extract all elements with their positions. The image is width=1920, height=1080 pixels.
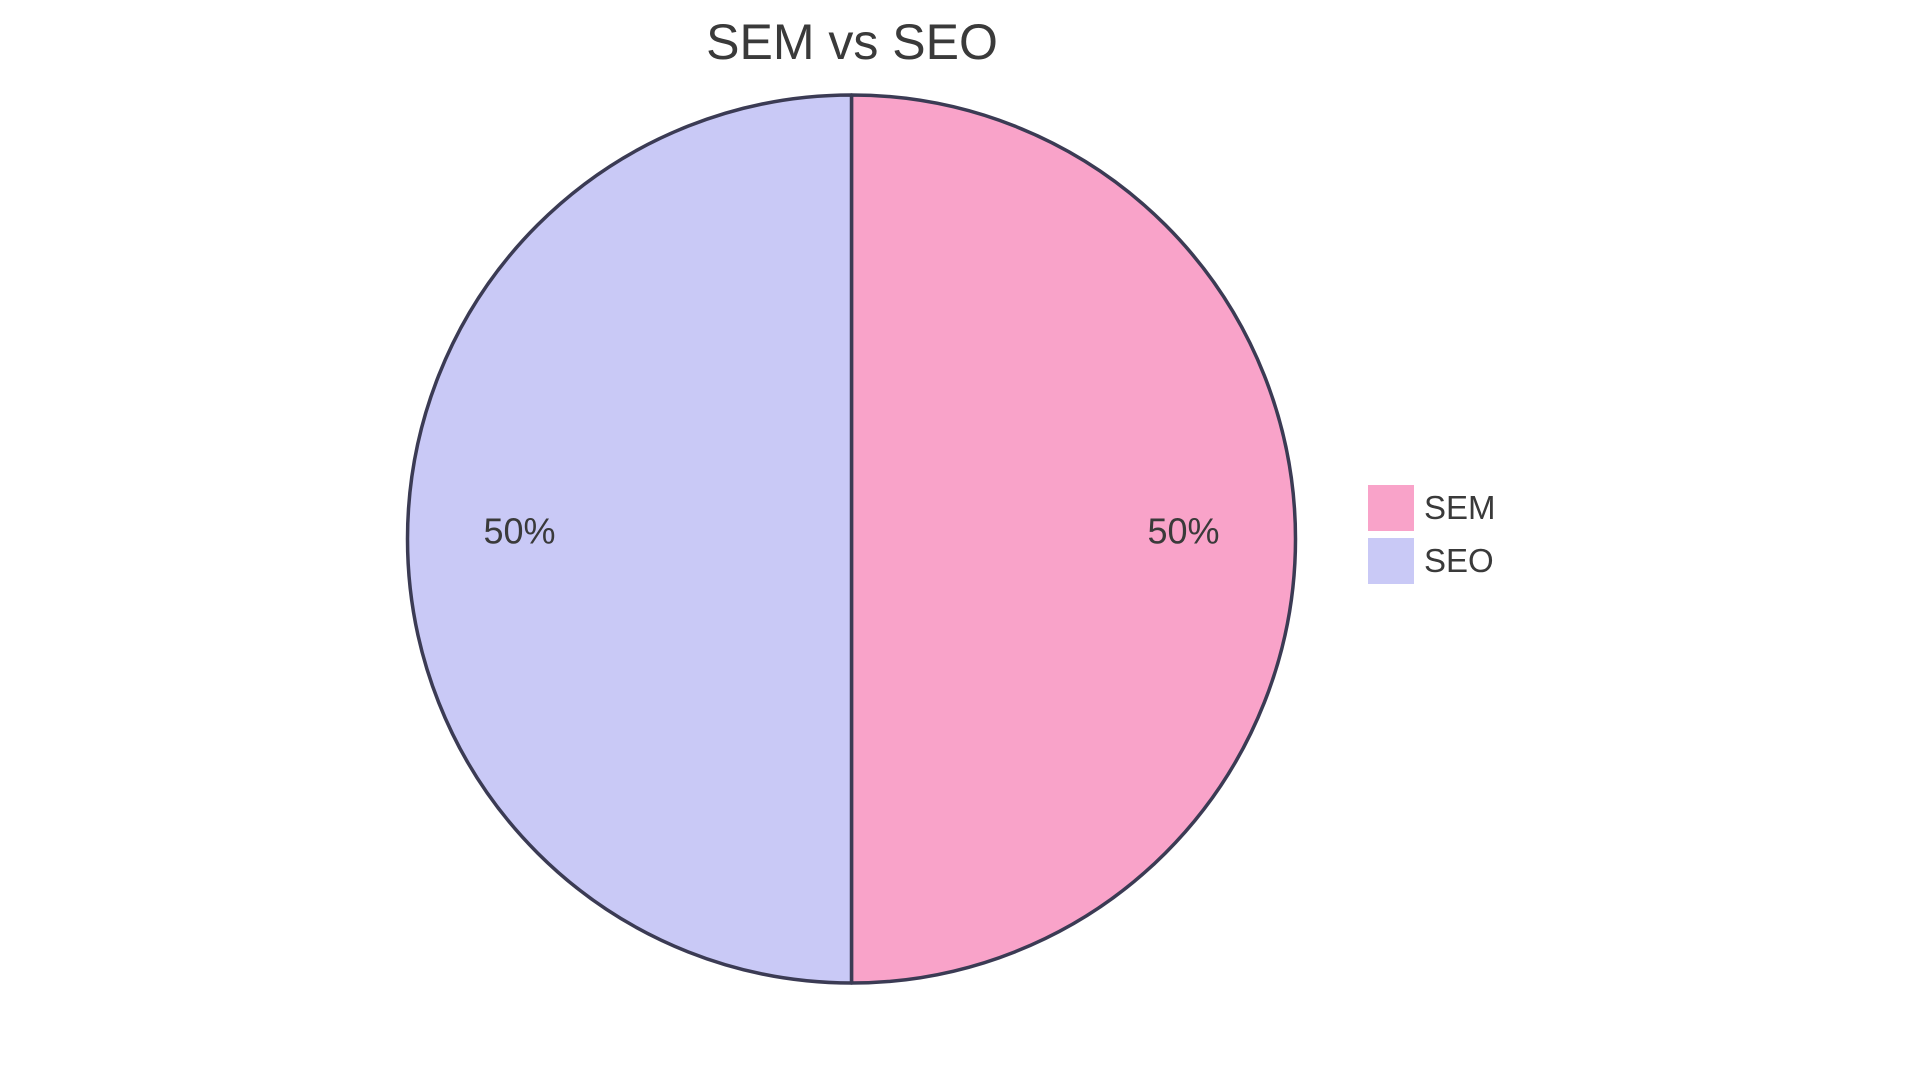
legend-label-sem: SEM <box>1424 489 1496 526</box>
legend-swatch-sem-icon <box>1368 485 1414 531</box>
pie-slice-sem[interactable] <box>849 93 1298 985</box>
legend-item-sem[interactable]: SEM <box>1368 485 1496 531</box>
legend-label-seo: SEO <box>1424 542 1494 579</box>
slice-label-seo: 50% <box>483 511 555 552</box>
legend: SEM SEO <box>1368 485 1496 591</box>
slice-label-sem: 50% <box>1147 511 1219 552</box>
pie-slice-seo[interactable] <box>405 93 854 985</box>
legend-item-seo[interactable]: SEO <box>1368 538 1496 584</box>
legend-swatch-seo-icon <box>1368 538 1414 584</box>
chart-title: SEM vs SEO <box>706 14 998 70</box>
